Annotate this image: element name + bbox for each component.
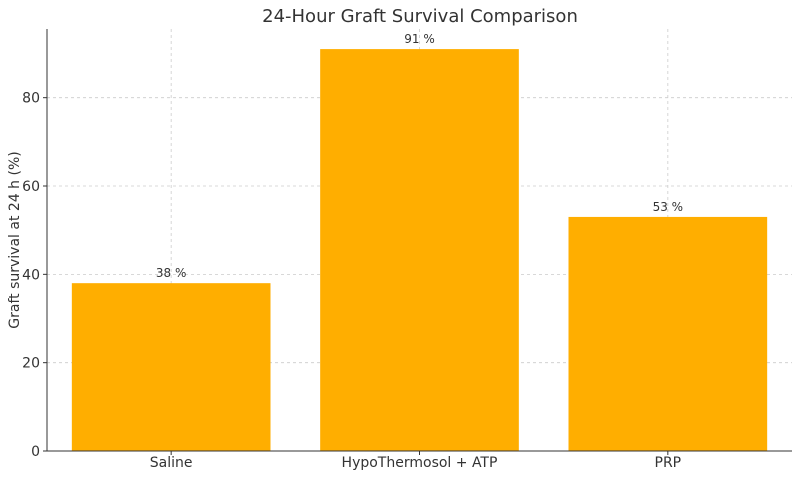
axes: 0 20 40 60 80 Saline HypoThermosol + ATP PRP	[22, 29, 792, 471]
x-tick-label: PRP	[655, 455, 682, 471]
bar-data-label: 38 %	[156, 266, 187, 280]
y-tick-label: 20	[22, 356, 40, 372]
bar-hypothermosol-atp	[320, 49, 519, 451]
y-tick-label: 40	[22, 267, 40, 283]
bar-data-label: 91 %	[404, 32, 435, 46]
data-labels: 38 % 91 % 53 %	[156, 32, 683, 280]
x-tick-label: Saline	[150, 455, 193, 471]
x-tick-label: HypoThermosol + ATP	[342, 455, 498, 471]
bar-data-label: 53 %	[653, 200, 684, 214]
bar-saline	[71, 283, 271, 451]
chart-title: 24-Hour Graft Survival Comparison	[262, 6, 578, 27]
y-tick-label: 80	[22, 91, 40, 107]
bars	[71, 49, 768, 451]
y-axis-label: Graft survival at 24 h (%)	[7, 151, 23, 328]
y-tick-label: 0	[31, 444, 40, 460]
y-tick-label: 60	[22, 179, 40, 195]
bar-prp	[568, 216, 768, 451]
